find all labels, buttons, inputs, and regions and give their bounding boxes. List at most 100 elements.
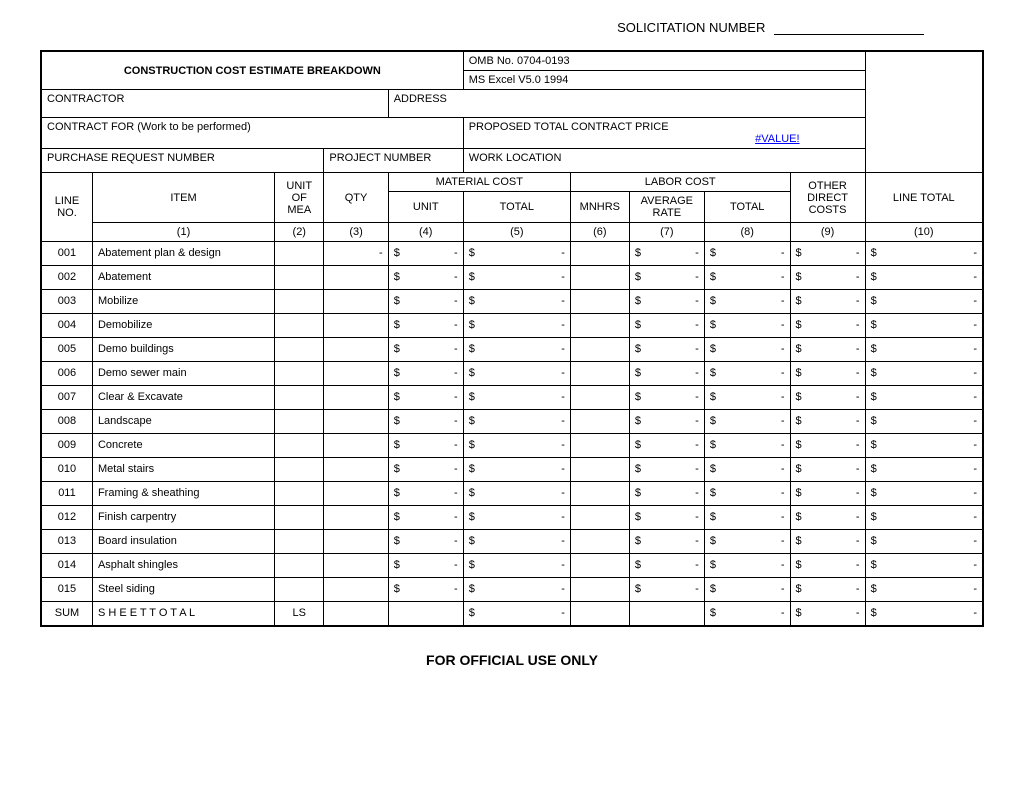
cell-unit-mea <box>275 482 324 506</box>
address-label: ADDRESS <box>388 90 865 118</box>
cell-mnhrs <box>570 314 629 338</box>
cell-mnhrs <box>570 362 629 386</box>
cell-line-total: $- <box>865 266 983 290</box>
cell-item: Asphalt shingles <box>92 554 274 578</box>
cell-line-total: $- <box>865 458 983 482</box>
cell-line-total: $- <box>865 506 983 530</box>
cell-item: Finish carpentry <box>92 506 274 530</box>
table-row: 015Steel siding$-$-$-$-$-$- <box>41 578 983 602</box>
cell-total-mat: $- <box>463 242 570 266</box>
cell-other: $- <box>790 314 865 338</box>
cell-unit-mea <box>275 242 324 266</box>
col-n6: (6) <box>570 223 629 242</box>
cell-line-no: 007 <box>41 386 92 410</box>
table-row: 009Concrete$-$-$-$-$-$- <box>41 434 983 458</box>
cell-line-no: 011 <box>41 482 92 506</box>
cell-unit-mea <box>275 386 324 410</box>
cell-total-lab: $- <box>704 386 790 410</box>
cell-unit-mea <box>275 434 324 458</box>
cell-line-total: $- <box>865 242 983 266</box>
col-n4: (4) <box>388 223 463 242</box>
cell-avg-rate: $- <box>629 242 704 266</box>
cell-qty <box>324 434 388 458</box>
solicitation-header: SOLICITATION NUMBER <box>40 20 984 35</box>
table-row: 004Demobilize$-$-$-$-$-$- <box>41 314 983 338</box>
cell-unit-mea <box>275 578 324 602</box>
cell-item: Abatement plan & design <box>92 242 274 266</box>
cell-avg-rate: $- <box>629 290 704 314</box>
cell-avg-rate: $- <box>629 314 704 338</box>
cell-mnhrs <box>570 530 629 554</box>
cell-line-total: $- <box>865 362 983 386</box>
cell-avg-rate: $- <box>629 554 704 578</box>
cell-unit: $- <box>388 290 463 314</box>
cell-line-no: 010 <box>41 458 92 482</box>
cell-total-mat: $- <box>463 578 570 602</box>
col-mnhrs: MNHRS <box>570 192 629 223</box>
cell-unit-mea <box>275 410 324 434</box>
cell-unit-mea <box>275 266 324 290</box>
cell-unit-mea <box>275 338 324 362</box>
cell-line-total: $- <box>865 578 983 602</box>
cell-unit: $- <box>388 338 463 362</box>
cell-other: $- <box>790 506 865 530</box>
table-row: 012Finish carpentry$-$-$-$-$-$- <box>41 506 983 530</box>
cell-line-no: 005 <box>41 338 92 362</box>
sum-total-lab: $- <box>704 602 790 626</box>
col-line-total: LINE TOTAL <box>865 173 983 223</box>
col-unit-mea: UNIT OF MEA <box>275 173 324 223</box>
cell-item: Demo buildings <box>92 338 274 362</box>
cell-avg-rate: $- <box>629 434 704 458</box>
cell-line-total: $- <box>865 290 983 314</box>
cell-total-lab: $- <box>704 434 790 458</box>
cell-unit: $- <box>388 530 463 554</box>
cell-total-mat: $- <box>463 458 570 482</box>
cell-unit: $- <box>388 458 463 482</box>
cell-unit-mea <box>275 554 324 578</box>
cell-avg-rate: $- <box>629 410 704 434</box>
cell-line-total: $- <box>865 482 983 506</box>
cell-total-lab: $- <box>704 554 790 578</box>
cell-other: $- <box>790 530 865 554</box>
cell-qty <box>324 530 388 554</box>
cell-total-lab: $- <box>704 266 790 290</box>
cell-total-lab: $- <box>704 530 790 554</box>
sum-unit <box>388 602 463 626</box>
cell-total-mat: $- <box>463 530 570 554</box>
sum-line-total: $- <box>865 602 983 626</box>
cell-total-mat: $- <box>463 434 570 458</box>
table-row: 007Clear & Excavate$-$-$-$-$-$- <box>41 386 983 410</box>
cell-line-no: 014 <box>41 554 92 578</box>
cell-mnhrs <box>570 338 629 362</box>
cell-item: Demo sewer main <box>92 362 274 386</box>
col-total-lab: TOTAL <box>704 192 790 223</box>
footer-label: FOR OFFICIAL USE ONLY <box>40 652 984 668</box>
cell-qty <box>324 482 388 506</box>
table-row: 005Demo buildings$-$-$-$-$-$- <box>41 338 983 362</box>
cell-total-lab: $- <box>704 482 790 506</box>
cell-total-mat: $- <box>463 482 570 506</box>
table-row: 013Board insulation$-$-$-$-$-$- <box>41 530 983 554</box>
cell-total-mat: $- <box>463 554 570 578</box>
cell-avg-rate: $- <box>629 362 704 386</box>
cell-item: Demobilize <box>92 314 274 338</box>
table-row: 003Mobilize$-$-$-$-$-$- <box>41 290 983 314</box>
cell-line-no: 008 <box>41 410 92 434</box>
table-row: 008Landscape$-$-$-$-$-$- <box>41 410 983 434</box>
cell-qty <box>324 458 388 482</box>
cell-qty <box>324 266 388 290</box>
cell-item: Concrete <box>92 434 274 458</box>
cell-qty <box>324 410 388 434</box>
cell-mnhrs <box>570 554 629 578</box>
sum-item: S H E E T T O T A L <box>92 602 274 626</box>
cell-unit: $- <box>388 434 463 458</box>
cell-total-mat: $- <box>463 338 570 362</box>
cell-unit-mea <box>275 530 324 554</box>
table-row: 002Abatement$-$-$-$-$-$- <box>41 266 983 290</box>
cell-other: $- <box>790 362 865 386</box>
col-total-mat: TOTAL <box>463 192 570 223</box>
cell-total-mat: $- <box>463 410 570 434</box>
cell-avg-rate: $- <box>629 578 704 602</box>
cell-total-lab: $- <box>704 458 790 482</box>
col-n10: (10) <box>865 223 983 242</box>
